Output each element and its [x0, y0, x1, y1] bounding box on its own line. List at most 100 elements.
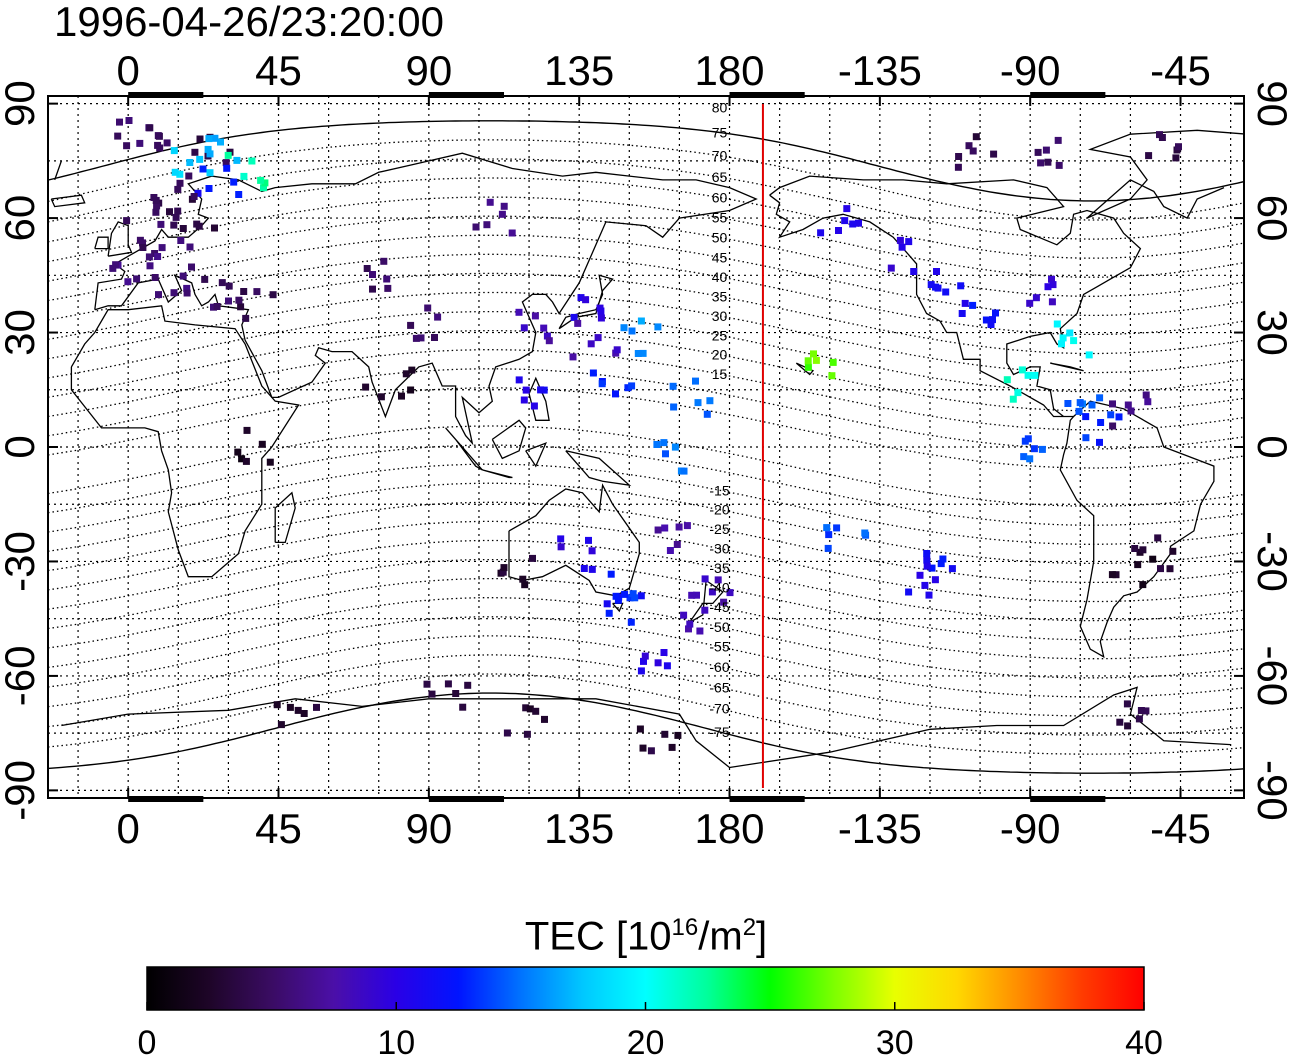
- tec-cell: [990, 150, 998, 158]
- tec-cell: [211, 134, 219, 142]
- tec-cell: [205, 135, 213, 143]
- magnetic-contour: [48, 196, 1244, 278]
- tec-cell: [1044, 158, 1052, 166]
- tec-cell: [1085, 351, 1093, 359]
- tec-cell: [1109, 400, 1116, 408]
- tec-cell: [434, 313, 442, 321]
- tec-cell: [675, 523, 683, 531]
- tec-cell: [529, 554, 536, 562]
- tec-cell: [170, 221, 178, 229]
- tec-cell: [969, 301, 977, 309]
- tec-cell: [634, 350, 642, 357]
- tec-cell: [639, 744, 647, 752]
- tec-cell: [641, 652, 649, 660]
- tec-cell: [637, 592, 645, 600]
- coastlines: [50, 129, 1244, 769]
- tec-cell: [444, 680, 452, 688]
- magnetic-latitude-label: 80: [712, 99, 728, 115]
- magnetic-latitude-label: 25: [712, 327, 728, 343]
- map-grid: [48, 96, 1244, 798]
- tec-cell: [260, 184, 267, 192]
- tec-cell: [277, 721, 285, 729]
- tec-cell: [835, 227, 842, 234]
- lon-label-bottom: 90: [405, 805, 452, 852]
- tec-cell: [230, 178, 238, 186]
- tec-cell: [647, 747, 655, 755]
- tec-cell: [224, 151, 232, 159]
- tec-cell: [849, 220, 857, 228]
- colorbar-title-exponent-1: 16: [671, 914, 699, 941]
- tec-cell: [692, 377, 699, 385]
- tec-cell: [194, 189, 202, 197]
- tec-cell: [817, 229, 825, 237]
- tec-cell: [190, 193, 198, 200]
- magnetic-latitude-label: 45: [712, 249, 728, 265]
- magnetic-latitude-label: -45: [709, 599, 729, 615]
- tec-cell: [233, 156, 241, 164]
- tec-cell: [269, 291, 277, 299]
- tec-cell: [176, 170, 184, 178]
- tec-cell: [158, 244, 166, 252]
- tec-cell: [163, 139, 171, 147]
- tec-cell: [1034, 148, 1042, 156]
- magnetic-latitude-labels: 80 75 70 65 60 55 50 45 40 35 30 25 20 15 -15 -20 -25 -30…: [709, 99, 729, 739]
- tec-cell: [896, 236, 904, 244]
- magnetic-latitude-label: 20: [712, 347, 728, 363]
- lat-label-left: 90: [0, 80, 43, 127]
- map-frame: [47, 95, 1245, 799]
- tec-cell: [253, 288, 261, 296]
- tec-cell: [972, 133, 980, 141]
- magnetic-latitude-label: -15: [709, 482, 729, 498]
- tec-cell: [841, 217, 849, 225]
- tec-cell: [701, 606, 709, 614]
- tec-cell: [694, 399, 702, 407]
- tec-cell: [574, 319, 582, 327]
- tec-cell: [398, 392, 405, 400]
- tec-cell: [540, 386, 548, 394]
- tec-cell: [172, 213, 180, 221]
- lon-label-bottom: 180: [694, 805, 764, 852]
- tec-cell: [234, 448, 242, 456]
- tec-cell: [170, 147, 178, 155]
- tec-cell: [557, 535, 565, 543]
- tec-cell: [923, 556, 931, 564]
- tec-cell: [136, 139, 144, 147]
- tec-cell: [152, 197, 160, 204]
- tec-cell: [199, 165, 207, 173]
- magnetic-contour: [48, 692, 1244, 774]
- tec-cell: [942, 288, 950, 296]
- tec-cell: [174, 185, 182, 193]
- tec-cell: [804, 357, 812, 365]
- tec-cell: [1037, 159, 1045, 167]
- tec-cell: [905, 238, 913, 246]
- magnetic-latitude-label: 15: [712, 366, 728, 382]
- tec-cell: [1026, 455, 1034, 463]
- coastline: [50, 194, 86, 208]
- tec-cell: [242, 314, 250, 322]
- tec-cell: [1031, 371, 1039, 379]
- tec-cell: [703, 410, 711, 418]
- tec-cell: [1109, 422, 1117, 430]
- tec-cell: [1066, 329, 1074, 337]
- magnetic-contour: [48, 444, 1244, 526]
- tec-cell: [407, 321, 415, 329]
- tec-cell: [673, 541, 681, 548]
- lon-label-bottom: 45: [255, 805, 302, 852]
- coastline: [1059, 400, 1215, 659]
- tec-cell: [668, 743, 676, 751]
- coastline: [528, 376, 550, 421]
- tec-cell: [706, 397, 714, 405]
- tec-cell: [570, 313, 578, 321]
- tec-cell: [580, 565, 588, 572]
- tec-cell: [116, 118, 123, 126]
- lon-label-top: 45: [255, 47, 302, 94]
- tec-cell: [639, 349, 647, 357]
- tec-cell: [607, 570, 615, 578]
- tec-cell: [934, 284, 942, 292]
- lat-label-left: -60: [0, 646, 43, 707]
- magnetic-contour: [48, 120, 1244, 202]
- tec-cell: [1124, 722, 1132, 730]
- tec-cell: [1024, 371, 1032, 379]
- tec-cell: [661, 524, 669, 532]
- tec-cell: [898, 243, 906, 251]
